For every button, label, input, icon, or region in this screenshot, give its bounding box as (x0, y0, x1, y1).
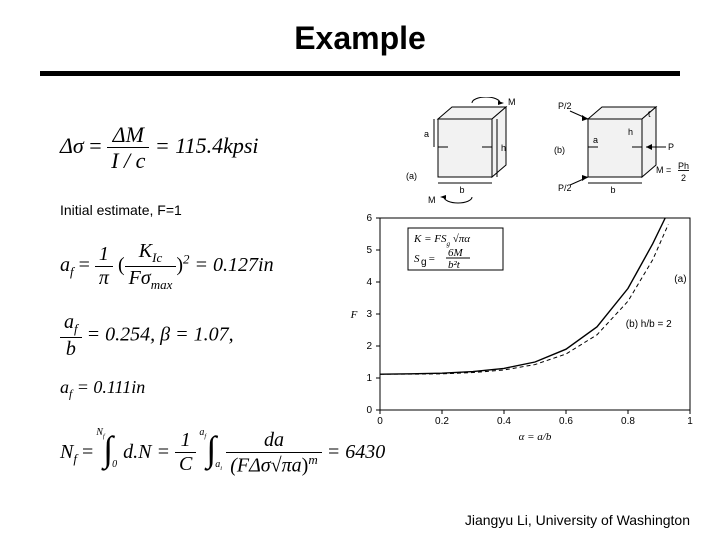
eq1-frac: ΔM I / c (107, 122, 149, 174)
svg-text:0.8: 0.8 (621, 416, 635, 427)
eq5-C: C (175, 453, 196, 476)
eq3-den: b (60, 338, 82, 361)
eq5-da: da (226, 429, 322, 453)
diag-b-P: P (668, 142, 674, 152)
svg-text:(b) h/b = 2: (b) h/b = 2 (626, 319, 672, 330)
eq5-eq: = (82, 440, 98, 462)
eq2-pi: π (95, 267, 113, 290)
diag-a-tag: (a) (406, 171, 417, 181)
svg-text:g: g (421, 257, 427, 268)
diag-a-label-a: a (424, 129, 429, 139)
specimen-diagrams: a h b M M (a) a h t b (400, 97, 690, 205)
svg-text:5: 5 (366, 245, 372, 256)
svg-text:0.2: 0.2 (435, 416, 449, 427)
eq2-Fden: Fσmax (125, 267, 177, 293)
F-vs-alpha-chart: 0 0.2 0.4 0.6 0.8 1 0 1 2 3 4 5 6 Fα = a/b (a) (b) h/b … (340, 210, 702, 448)
eq2-eq: = (79, 254, 95, 276)
diag-b-Mden: 2 (681, 173, 686, 183)
eq1-den: I / c (107, 148, 149, 173)
diag-b-label-h: h (628, 127, 633, 137)
eq2-open: ( (118, 254, 125, 276)
eq1-lhs: Δσ (60, 133, 84, 158)
eq5-den: (FΔσ√πa)m (226, 453, 322, 478)
svg-text:6M: 6M (448, 247, 464, 259)
svg-text:b²t: b²t (448, 259, 461, 271)
svg-text:4: 4 (366, 277, 372, 288)
eq2-a: a (60, 254, 70, 276)
svg-text:0: 0 (366, 405, 372, 416)
title-rule (40, 71, 680, 76)
eq5-dn: d.N = (123, 440, 175, 462)
svg-text:6: 6 (366, 213, 372, 224)
svg-text:(a): (a) (674, 274, 686, 285)
eq2-1overpi: 1 π (95, 243, 113, 290)
eq1-eq: = (89, 133, 107, 158)
integral-icon-2: ∫ (206, 440, 216, 458)
svg-text:S: S (414, 253, 420, 265)
eq2-Knum: KIc (125, 240, 177, 267)
eq1-rhs: = 115.4kpsi (155, 133, 259, 158)
diag-b-Mnum: Ph (678, 161, 689, 171)
diag-a-label-b: b (459, 185, 464, 195)
diag-b-label-a: a (593, 135, 598, 145)
svg-text:1: 1 (687, 416, 693, 427)
svg-text:F: F (350, 309, 358, 321)
diag-b-M: M = (656, 165, 671, 175)
diag-a-M1: M (508, 97, 516, 107)
eq2-rhs: = 0.127in (195, 254, 274, 276)
diag-b-P2: P/2 (558, 183, 572, 193)
svg-text:=: = (428, 253, 435, 265)
eq3-num: af (60, 311, 82, 338)
eq5-1C: 1 C (175, 429, 196, 476)
eq5-N: N (60, 440, 73, 462)
diag-a-M2: M (428, 195, 436, 205)
diag-b-P1: P/2 (558, 101, 572, 111)
svg-text:2: 2 (366, 341, 372, 352)
diagram-b: a h t b P/2 P/2 P M = Ph 2 (b) (554, 101, 689, 195)
eq1-num: ΔM (107, 122, 149, 148)
eq4-a: a (60, 377, 69, 397)
svg-text:K = FSg √πα: K = FSg √πα (413, 233, 470, 248)
svg-text:0.4: 0.4 (497, 416, 511, 427)
eq4-sub: f (69, 387, 72, 400)
svg-text:0.6: 0.6 (559, 416, 573, 427)
svg-text:3: 3 (366, 309, 372, 320)
diag-b-tag: (b) (554, 145, 565, 155)
svg-text:1: 1 (366, 373, 372, 384)
diagram-a: a h b M M (a) (406, 97, 516, 205)
integral-icon: ∫ (103, 440, 113, 458)
eq3-rest: = 0.254, β = 1.07, (87, 323, 234, 345)
diag-b-label-b: b (610, 185, 615, 195)
eq5-mainfrac: da (FΔσ√πa)m (226, 429, 322, 478)
svg-text:α = a/b: α = a/b (519, 431, 552, 443)
eq2-K-frac: KIc Fσmax (125, 240, 177, 293)
svg-text:0: 0 (377, 416, 383, 427)
eq2-sup: 2 (183, 251, 190, 266)
eq5-1: 1 (175, 429, 196, 453)
slide-title: Example (0, 0, 720, 57)
diag-a-label-h: h (501, 143, 506, 153)
equation-delta-sigma: Δσ = ΔM I / c = 115.4kpsi (60, 122, 390, 174)
eq3-frac: af b (60, 311, 82, 361)
footer-credit: Jiangyu Li, University of Washington (465, 512, 690, 528)
eq5-Nsub: f (73, 450, 77, 465)
eq4-rhs: = 0.111in (77, 377, 145, 397)
eq2-fsub: f (70, 264, 74, 279)
eq2-1: 1 (95, 243, 113, 267)
